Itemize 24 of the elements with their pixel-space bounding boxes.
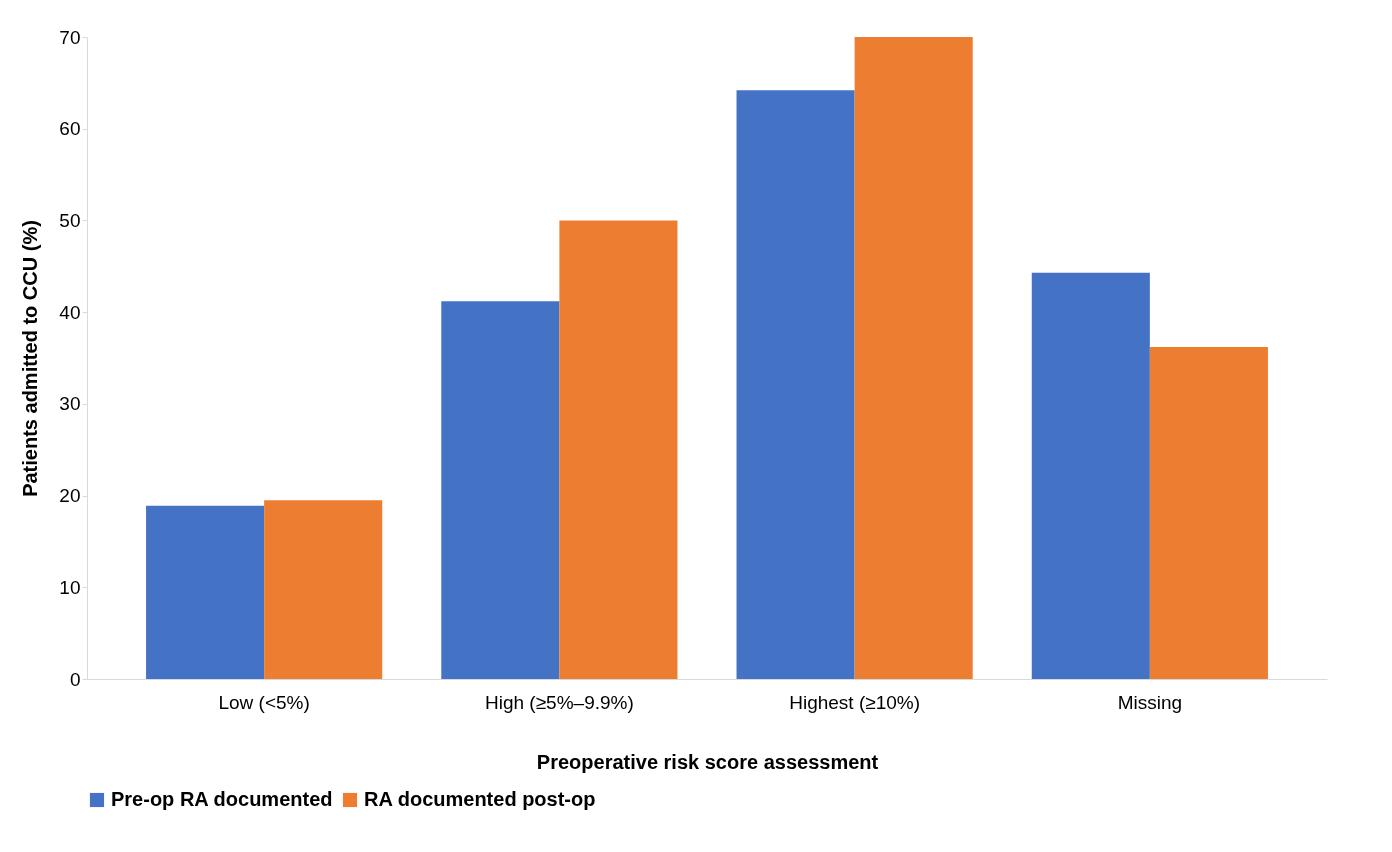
bar bbox=[264, 500, 383, 679]
y-tick-label: 60 bbox=[59, 118, 81, 140]
bar bbox=[559, 220, 678, 679]
bar bbox=[441, 301, 560, 679]
y-tick-label: 30 bbox=[59, 393, 81, 415]
legend-label: Pre-op RA documented bbox=[111, 788, 333, 810]
bar bbox=[736, 90, 855, 679]
legend-label: RA documented post-op bbox=[364, 788, 596, 810]
x-tick-label: High (≥5%–9.9%) bbox=[484, 691, 634, 713]
x-tick-label: Missing bbox=[1117, 691, 1183, 713]
y-tick-label: 10 bbox=[59, 576, 81, 598]
x-tick-label: Low (<5%) bbox=[218, 691, 310, 713]
y-tick-label: 0 bbox=[69, 668, 81, 690]
bar bbox=[1031, 272, 1150, 679]
y-tick-label: 40 bbox=[59, 301, 81, 323]
bar bbox=[146, 505, 265, 679]
y-tick-label: 20 bbox=[59, 485, 81, 507]
y-axis-title: Patients admitted to CCU (%) bbox=[19, 220, 42, 497]
x-axis-title: Preoperative risk score assessment bbox=[536, 750, 879, 773]
bar bbox=[1149, 346, 1268, 679]
x-tick-label: Highest (≥10%) bbox=[789, 691, 921, 713]
y-tick-label: 70 bbox=[59, 26, 81, 48]
y-tick-label: 50 bbox=[59, 209, 81, 231]
bar bbox=[854, 37, 973, 679]
